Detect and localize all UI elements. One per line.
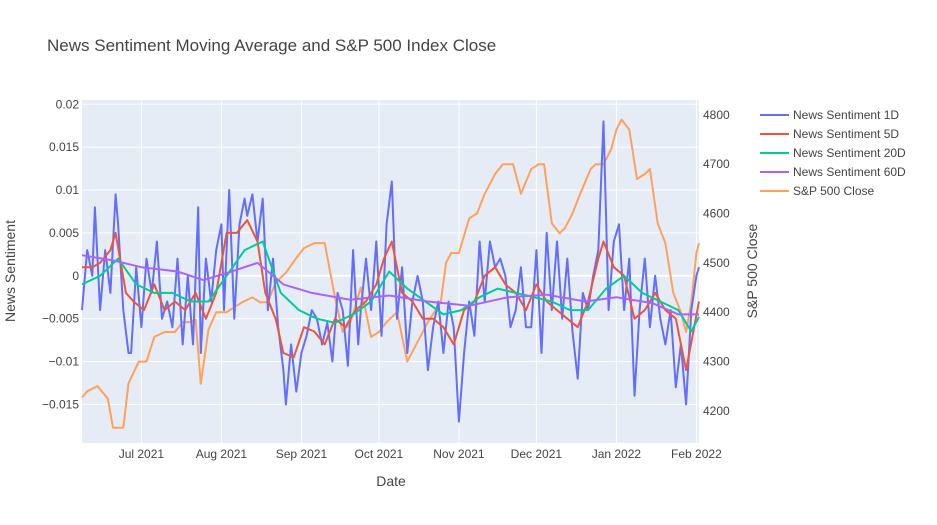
y2-tick-label: 4500 <box>703 256 730 270</box>
legend-label: S&P 500 Close <box>793 184 874 198</box>
series-layer <box>81 118 700 429</box>
x-tick-label: Oct 2021 <box>355 447 404 461</box>
legend-label: News Sentiment 20D <box>793 146 906 160</box>
legend[interactable]: News Sentiment 1D News Sentiment 5D News S… <box>760 108 906 198</box>
x-tick-label: Aug 2021 <box>196 447 248 461</box>
series-line-news-sentiment-1d <box>81 120 700 423</box>
y2-tick-label: 4200 <box>703 404 730 418</box>
x-tick-label: Feb 2022 <box>671 447 722 461</box>
series-line-news-sentiment-5d <box>82 219 700 372</box>
y-axis-title: News Sentiment <box>2 220 18 322</box>
legend-label: News Sentiment 1D <box>793 108 899 122</box>
legend-label: News Sentiment 5D <box>793 127 899 141</box>
y-tick-label: −0.01 <box>49 355 80 369</box>
legend-item-s-p-500-close[interactable]: S&P 500 Close <box>760 184 874 198</box>
chart-title: News Sentiment Moving Average and S&P 50… <box>47 36 496 55</box>
y-tick-label: 0 <box>72 269 79 283</box>
y-tick-label: 0.01 <box>56 183 80 197</box>
series-line-news-sentiment-60d <box>81 254 699 316</box>
legend-label: News Sentiment 60D <box>793 165 906 179</box>
y-tick-label: −0.015 <box>42 397 79 411</box>
x-tick-label: Nov 2021 <box>433 447 485 461</box>
x-tick-label: Dec 2021 <box>511 447 563 461</box>
y2-tick-label: 4400 <box>703 305 730 319</box>
y2-tick-label: 4700 <box>703 157 730 171</box>
series-line-s-p-500-close <box>81 118 700 429</box>
x-tick-label: Jul 2021 <box>119 447 165 461</box>
y-tick-label: 0.02 <box>56 97 80 111</box>
y2-axis-ticks: 4200 4300 4400 4500 4600 4700 4800 <box>703 108 730 418</box>
legend-item-news-sentiment-60d[interactable]: News Sentiment 60D <box>760 165 906 179</box>
x-axis-title: Date <box>376 473 406 489</box>
legend-item-news-sentiment-20d[interactable]: News Sentiment 20D <box>760 146 906 160</box>
x-tick-label: Jan 2022 <box>592 447 642 461</box>
y-axis-ticks: −0.015 −0.01 −0.005 0 0.005 0.01 0.015 0.02 <box>42 97 79 411</box>
y-tick-label: −0.005 <box>42 312 79 326</box>
y2-tick-label: 4300 <box>703 355 730 369</box>
y2-tick-label: 4600 <box>703 207 730 221</box>
y-tick-label: 0.005 <box>49 226 79 240</box>
x-axis-ticks: Jul 2021 Aug 2021 Sep 2021 Oct 2021 Nov 2021… <box>119 447 722 461</box>
y2-axis-title: S&P 500 Close <box>744 223 760 318</box>
legend-item-news-sentiment-1d[interactable]: News Sentiment 1D <box>760 108 899 122</box>
x-tick-label: Sep 2021 <box>276 447 328 461</box>
y2-tick-label: 4800 <box>703 108 730 122</box>
series-line-news-sentiment-20d <box>81 240 700 333</box>
y-tick-label: 0.015 <box>49 140 79 154</box>
legend-item-news-sentiment-5d[interactable]: News Sentiment 5D <box>760 127 899 141</box>
